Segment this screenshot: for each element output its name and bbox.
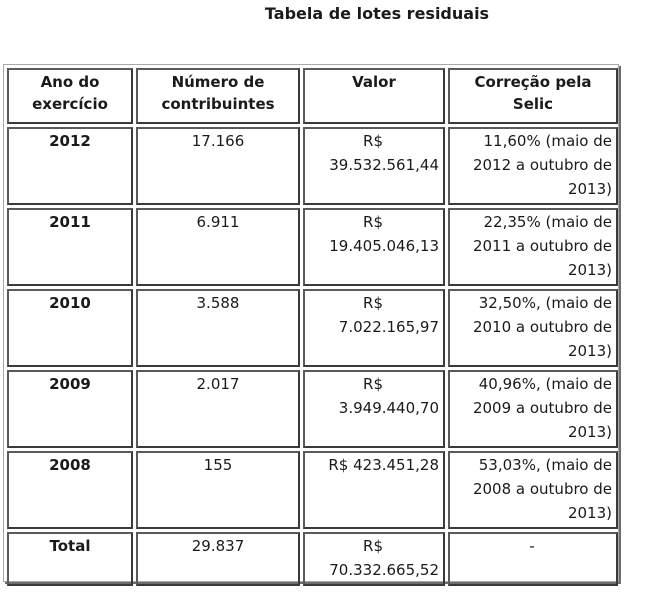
value-cell: R$ 39.532.561,44 xyxy=(303,127,445,205)
header-selic-correction: Correção pela Selic xyxy=(448,68,618,124)
value-amount: R$ 423.451,28 xyxy=(328,456,439,474)
currency-symbol: R$ xyxy=(363,213,383,231)
total-count-cell: 29.837 xyxy=(136,532,300,586)
total-label-cell: Total xyxy=(7,532,133,586)
correction-cell: 53,03%, (maio de 2008 a outubro de 2013) xyxy=(448,451,618,529)
value-cell: R$ 3.949.440,70 xyxy=(303,370,445,448)
value-cell: R$ 7.022.165,97 xyxy=(303,289,445,367)
value-amount: 70.332.665,52 xyxy=(329,561,439,579)
currency-symbol: R$ xyxy=(363,132,383,150)
year-cell: 2011 xyxy=(7,208,133,286)
table-row-total: Total 29.837 R$ 70.332.665,52 - xyxy=(7,532,618,586)
count-cell: 2.017 xyxy=(136,370,300,448)
count-cell: 155 xyxy=(136,451,300,529)
count-cell: 3.588 xyxy=(136,289,300,367)
header-year: Ano do exercício xyxy=(7,68,133,124)
year-cell: 2008 xyxy=(7,451,133,529)
value-amount: 19.405.046,13 xyxy=(329,237,439,255)
residual-lots-table: Ano do exercício Número de contribuintes… xyxy=(4,65,621,589)
table-row: 2011 6.911 R$ 19.405.046,13 22,35% (maio… xyxy=(7,208,618,286)
correction-cell: 40,96%, (maio de 2009 a outubro de 2013) xyxy=(448,370,618,448)
count-cell: 17.166 xyxy=(136,127,300,205)
currency-symbol: R$ xyxy=(363,375,383,393)
year-cell: 2010 xyxy=(7,289,133,367)
correction-cell: 22,35% (maio de 2011 a outubro de 2013) xyxy=(448,208,618,286)
currency-symbol: R$ xyxy=(363,537,383,555)
currency-symbol: R$ xyxy=(363,294,383,312)
year-cell: 2009 xyxy=(7,370,133,448)
page-title: Tabela de lotes residuais xyxy=(264,4,490,23)
table-row: 2010 3.588 R$ 7.022.165,97 32,50%, (maio… xyxy=(7,289,618,367)
count-cell: 6.911 xyxy=(136,208,300,286)
table-row: 2012 17.166 R$ 39.532.561,44 11,60% (mai… xyxy=(7,127,618,205)
table-row: 2009 2.017 R$ 3.949.440,70 40,96%, (maio… xyxy=(7,370,618,448)
header-taxpayer-count: Número de contribuintes xyxy=(136,68,300,124)
year-cell: 2012 xyxy=(7,127,133,205)
table-row: 2008 155 R$ 423.451,28 53,03%, (maio de … xyxy=(7,451,618,529)
value-cell: R$ 19.405.046,13 xyxy=(303,208,445,286)
total-value-cell: R$ 70.332.665,52 xyxy=(303,532,445,586)
table-header-row: Ano do exercício Número de contribuintes… xyxy=(7,68,618,124)
value-amount: 3.949.440,70 xyxy=(338,399,439,417)
residual-lots-table-container: Ano do exercício Número de contribuintes… xyxy=(3,64,619,586)
correction-cell: 11,60% (maio de 2012 a outubro de 2013) xyxy=(448,127,618,205)
header-value: Valor xyxy=(303,68,445,124)
total-correction-cell: - xyxy=(448,532,618,586)
value-amount: 7.022.165,97 xyxy=(338,318,439,336)
correction-cell: 32,50%, (maio de 2010 a outubro de 2013) xyxy=(448,289,618,367)
value-cell: R$ 423.451,28 xyxy=(303,451,445,529)
value-amount: 39.532.561,44 xyxy=(329,156,439,174)
